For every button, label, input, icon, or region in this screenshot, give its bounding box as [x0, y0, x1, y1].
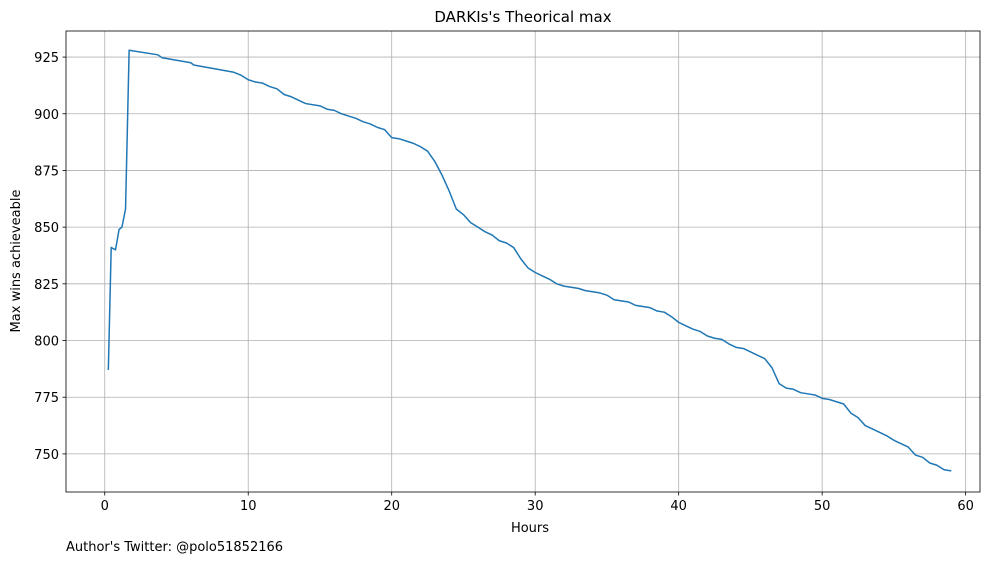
y-tick-label: 900 — [34, 108, 59, 123]
x-tick-label: 0 — [101, 499, 109, 514]
plot-frame — [65, 30, 981, 493]
x-tick-label: 60 — [957, 499, 974, 514]
y-tick-label: 750 — [34, 448, 59, 463]
chart-title: DARKIs's Theorical max — [434, 8, 611, 26]
x-axis-label: Hours — [511, 521, 549, 536]
y-tick-label: 875 — [34, 164, 59, 179]
x-tick-label: 30 — [527, 499, 544, 514]
x-tick-label: 40 — [670, 499, 687, 514]
y-tick-label: 850 — [34, 221, 59, 236]
x-tick-label: 20 — [383, 499, 400, 514]
y-tick-label: 775 — [34, 391, 59, 406]
y-tick-label: 925 — [34, 51, 59, 66]
y-tick-label: 800 — [34, 335, 59, 350]
y-tick-label: 825 — [34, 278, 59, 293]
data-line — [107, 49, 952, 472]
x-tick-label: 50 — [814, 499, 831, 514]
x-tick-label: 10 — [240, 499, 257, 514]
footnote: Author's Twitter: @polo51852166 — [66, 540, 283, 555]
y-axis-label: Max wins achieveable — [9, 190, 24, 333]
